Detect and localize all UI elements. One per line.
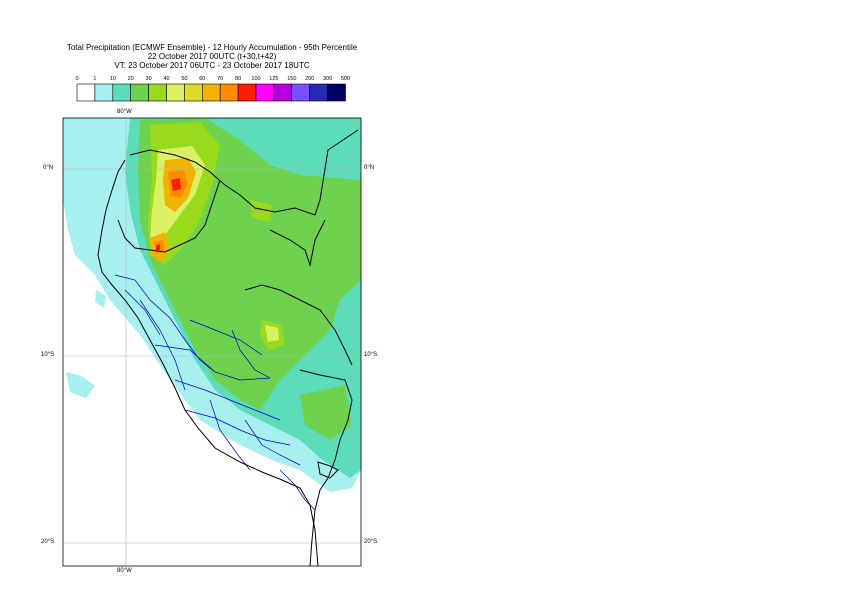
region-boundaries — [114, 274, 316, 511]
lat-label-eq-right: 0°N — [364, 165, 375, 171]
lat-label-20s-left: 20°S — [41, 539, 55, 545]
legend-tick-label: 40 — [163, 76, 169, 82]
precip-band-80 — [156, 178, 181, 250]
lat-label-10s-left: 10°S — [41, 352, 55, 358]
legend-tick-label: 30 — [146, 76, 152, 82]
lon-label-top: 80°W — [117, 109, 132, 115]
country-borders — [97, 129, 359, 566]
lat-label-20s-right: 20°S — [364, 539, 378, 545]
legend-tick-label: 300 — [323, 76, 332, 82]
lat-label-eq-left: 0°N — [43, 165, 54, 171]
legend-tick-label: 125 — [269, 76, 278, 82]
legend-tick-label: 500 — [341, 76, 350, 82]
legend-tick-label: 1 — [93, 76, 96, 82]
legend-tick-label: 20 — [128, 76, 134, 82]
legend-tick-label: 150 — [287, 76, 296, 82]
legend-tick-label: 0 — [75, 76, 78, 82]
lon-label-bottom: 80°W — [117, 568, 132, 574]
lat-label-10s-right: 10°S — [364, 352, 378, 358]
legend-tick-label: 60 — [199, 76, 205, 82]
legend-tick-label: 50 — [181, 76, 187, 82]
graticule — [63, 118, 361, 566]
map-frame — [62, 117, 362, 567]
color-legend: 0 1 10 20 30 40 50 60 70 80 100 125 150 200 300 500 — [75, 76, 350, 102]
legend-swatch — [327, 83, 346, 102]
legend-tick-label: 70 — [217, 76, 223, 82]
title-line-2: 22 October 2017 00UTC (t+30,t+42) — [147, 52, 277, 61]
title-line-3: VT: 23 October 2017 06UTC - 23 October 2… — [114, 61, 310, 70]
legend-tick-label: 200 — [305, 76, 314, 82]
title-line-1: Total Precipitation (ECMWF Ensemble) - 1… — [66, 43, 358, 52]
legend-tick-label: 10 — [110, 76, 116, 82]
legend-tick-label: 80 — [235, 76, 241, 82]
legend-tick-label: 100 — [251, 76, 260, 82]
